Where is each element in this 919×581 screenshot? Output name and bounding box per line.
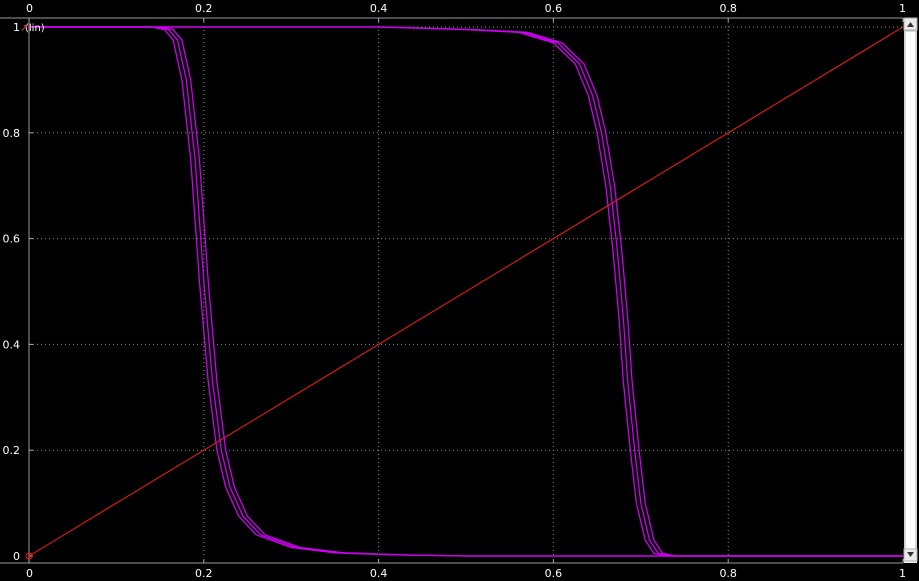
x-tick-label-bottom: 0.6 (545, 567, 563, 580)
x-tick-label-top: 1 (899, 2, 906, 15)
tick-labels: 000.20.20.40.40.60.60.80.81100.20.40.60.… (3, 2, 907, 580)
reference-line-layer (25, 26, 904, 560)
x-tick-label-top: 0.2 (195, 2, 213, 15)
grid (29, 18, 903, 556)
x-tick-label-bottom: 0 (26, 567, 33, 580)
x-tick-label-top: 0.8 (719, 2, 737, 15)
y-tick-label: 1 (13, 21, 20, 34)
x-tick-label-bottom: 1 (899, 567, 906, 580)
reference-line (28, 26, 904, 557)
y-tick-label: 0.4 (3, 338, 21, 351)
series-layer (29, 26, 903, 557)
y-tick-label: 0.8 (3, 127, 21, 140)
x-tick-label-bottom: 0.2 (195, 567, 213, 580)
axes (0, 17, 904, 564)
scroll-down-icon (907, 552, 914, 557)
x-tick-label-top: 0.4 (370, 2, 388, 15)
x-tick-label-top: 0.6 (545, 2, 563, 15)
scroll-up-icon (907, 22, 914, 27)
y-tick-label: 0 (13, 550, 20, 563)
origin-marker (25, 552, 33, 560)
x-tick-label-top: 0 (26, 2, 33, 15)
x-tick-label-bottom: 0.8 (719, 567, 737, 580)
y-unit-label: (lin) (25, 23, 45, 34)
y-tick-label: 0.2 (3, 444, 21, 457)
y-axis-arrow-icon: ↗ (20, 23, 28, 34)
scrollbar-thumb[interactable] (904, 30, 917, 550)
series-line-right-transition-6 (29, 26, 903, 557)
x-tick-label-bottom: 0.4 (370, 567, 388, 580)
y-tick-label: 0.6 (3, 233, 21, 246)
vertical-scrollbar[interactable] (903, 17, 918, 563)
series-line-left-transition-3 (29, 26, 903, 557)
